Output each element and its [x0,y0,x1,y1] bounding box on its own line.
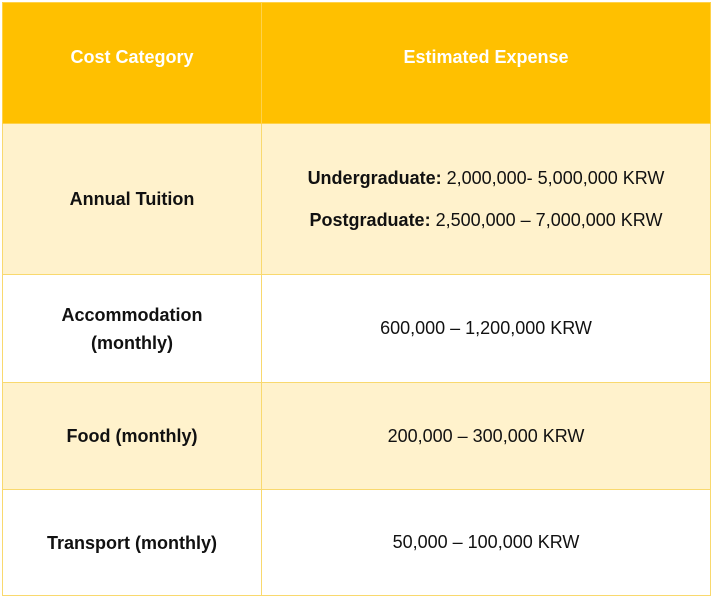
table-row: Annual Tuition Undergraduate: 2,000,000-… [2,123,711,275]
category-line: (monthly) [91,332,173,353]
expense-cell: Undergraduate: 2,000,000- 5,000,000 KRW … [261,123,711,275]
table-row: Transport (monthly) 50,000 – 100,000 KRW [2,489,711,596]
header-estimated-expense: Estimated Expense [261,2,711,124]
undergraduate-label: Undergraduate: [307,168,442,188]
category-line: Accommodation [61,304,203,325]
undergraduate-line: Undergraduate: 2,000,000- 5,000,000 KRW [263,167,709,189]
category-cell: Accommodation (monthly) [2,274,262,383]
undergraduate-value: 2,000,000- 5,000,000 KRW [446,168,665,188]
postgraduate-value: 2,500,000 – 7,000,000 KRW [435,210,663,230]
table-row: Accommodation (monthly) 600,000 – 1,200,… [2,274,711,383]
table-row: Food (monthly) 200,000 – 300,000 KRW [2,382,711,490]
postgraduate-line: Postgraduate: 2,500,000 – 7,000,000 KRW [263,209,709,231]
header-cost-category: Cost Category [2,2,262,124]
expense-cell: 200,000 – 300,000 KRW [261,382,711,490]
expense-cell: 600,000 – 1,200,000 KRW [261,274,711,383]
category-cell: Transport (monthly) [2,489,262,596]
category-cell: Food (monthly) [2,382,262,490]
category-cell: Annual Tuition [2,123,262,275]
header-row: Cost Category Estimated Expense [2,2,711,124]
postgraduate-label: Postgraduate: [309,210,431,230]
expense-cell: 50,000 – 100,000 KRW [261,489,711,596]
